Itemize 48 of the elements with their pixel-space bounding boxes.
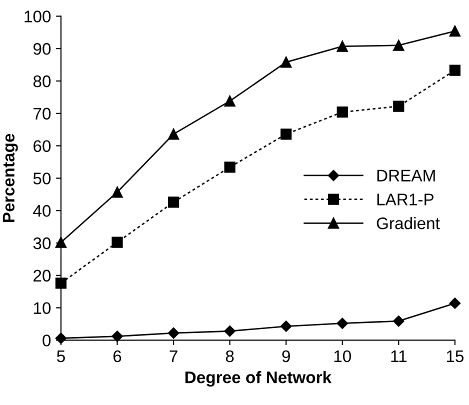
legend-label: LAR1-P [377,194,434,206]
point [168,196,180,208]
y-tick-label: 50 [33,172,51,184]
x-tick-label: 10 [334,350,351,362]
x-tick-label: 7 [170,350,178,362]
point [55,332,67,344]
y-tick-label: 60 [34,140,51,152]
point [336,106,348,118]
y-tick-label: 0 [42,334,51,346]
point [55,236,67,248]
y-tick-label: 40 [33,205,51,217]
y-tick-label: 80 [33,75,51,88]
y-axis-title: Percentage [2,134,18,222]
point [112,330,123,342]
x-tick-label: 5 [57,350,65,362]
legend-label: Gradient [376,216,440,230]
point [280,128,292,140]
point [393,40,404,51]
y-tick-label: 30 [33,237,51,250]
point [449,298,461,309]
x-tick-label: 15 [446,350,464,362]
point [280,320,292,332]
point [280,56,292,68]
x-tick-label: 6 [113,350,122,362]
point [336,40,348,52]
legend-label: DREAM [377,170,435,182]
point [449,64,460,76]
y-tick-label: 70 [34,108,51,120]
point [55,278,67,289]
point [336,318,348,329]
point [224,326,236,337]
point [449,26,460,37]
x-axis-title: Degree of Network [185,371,332,387]
y-tick-label: 20 [34,270,51,282]
point [168,128,180,140]
x-tick-label: 8 [226,350,234,362]
point [112,236,123,248]
point [112,186,123,198]
point [393,315,404,327]
point [393,100,404,112]
point [168,327,180,339]
point [224,96,236,107]
y-tick-label: 90 [33,43,51,55]
x-tick-label: 11 [391,350,406,362]
x-tick-label: 9 [282,350,290,362]
point [224,162,236,173]
y-tick-label: 10 [34,302,51,314]
y-tick-label: 100 [24,10,51,22]
